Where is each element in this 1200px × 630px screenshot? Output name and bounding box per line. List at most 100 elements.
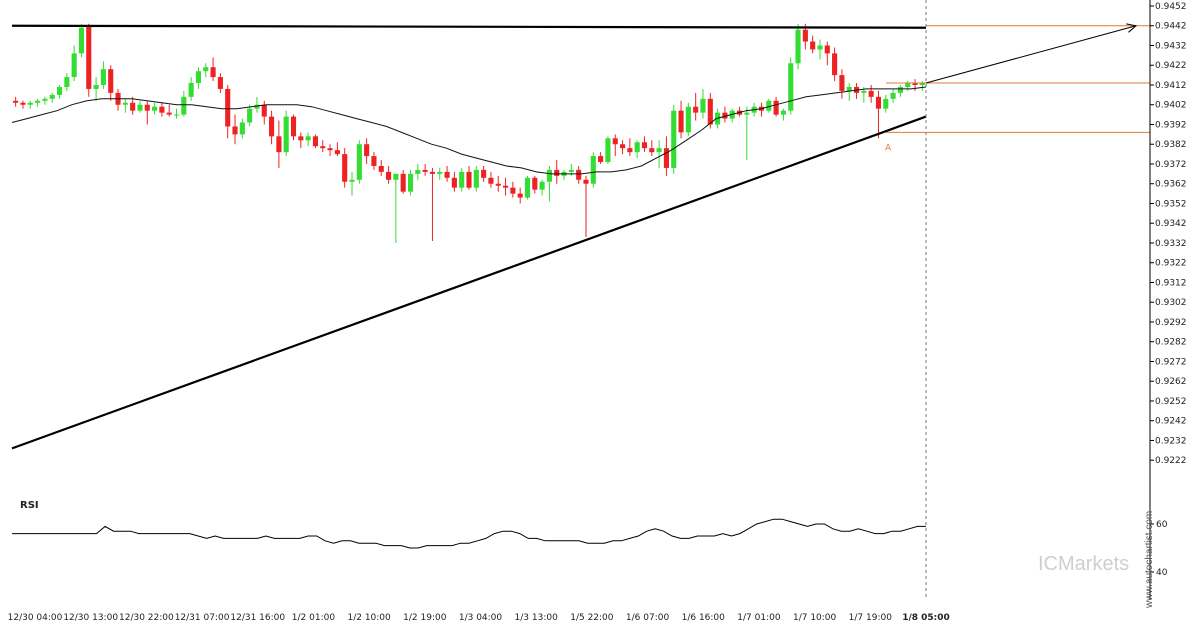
- candle-down: [130, 102, 136, 111]
- price-tick-label: 0.9442: [1155, 22, 1187, 32]
- current-time-label: 1/8 05:00: [902, 613, 950, 623]
- candle-down: [400, 173, 406, 192]
- candle-down: [166, 112, 172, 115]
- candle-down: [225, 88, 231, 127]
- candle-down: [517, 193, 523, 198]
- time-tick-label: 1/2 01:00: [292, 613, 336, 623]
- candle-up: [766, 100, 772, 111]
- time-tick-label: 1/5 22:00: [570, 613, 614, 623]
- price-tick-label: 0.9282: [1155, 338, 1187, 348]
- candle-up: [634, 142, 640, 153]
- candle-down: [802, 29, 808, 42]
- rsi-tick-label: 60: [1156, 520, 1168, 530]
- candle-down: [503, 185, 509, 188]
- candle-down: [839, 75, 845, 91]
- candle-down: [261, 104, 267, 117]
- candle-down: [707, 98, 713, 125]
- candle-up: [93, 84, 99, 89]
- candle-down: [378, 165, 384, 172]
- candle-up: [905, 83, 911, 87]
- candle-up: [407, 173, 414, 192]
- candle-down: [481, 169, 487, 178]
- candle-down: [108, 69, 114, 93]
- candle-up: [35, 100, 41, 103]
- candle-up: [49, 94, 55, 99]
- candle-down: [429, 171, 435, 174]
- candle-up: [283, 116, 289, 153]
- candle-up: [78, 27, 85, 54]
- candle-up: [188, 83, 194, 97]
- candle-up: [239, 122, 245, 135]
- candle-down: [488, 177, 494, 184]
- price-tick-label: 0.9232: [1155, 436, 1187, 446]
- candle-down: [144, 104, 150, 111]
- price-tick-label: 0.9382: [1155, 140, 1187, 150]
- candle-up: [173, 114, 180, 116]
- candle-up: [247, 108, 253, 123]
- candle-up: [415, 169, 421, 174]
- candle-down: [210, 67, 216, 78]
- candle-down: [832, 53, 838, 76]
- candle-up: [100, 69, 106, 85]
- candle-down: [232, 126, 238, 135]
- candle-up: [56, 86, 63, 95]
- price-tick-label: 0.9432: [1155, 41, 1187, 51]
- candle-down: [290, 116, 297, 137]
- candle-down: [649, 148, 655, 153]
- candle-up: [919, 83, 925, 85]
- candle-down: [627, 148, 633, 153]
- price-tick-label: 0.9272: [1155, 357, 1187, 367]
- candle-up: [459, 171, 465, 188]
- price-tick-label: 0.9262: [1155, 377, 1187, 387]
- candle-up: [861, 90, 867, 93]
- projection-arrow: [925, 25, 1137, 84]
- rsi-line: [12, 518, 926, 549]
- candle-up: [883, 98, 889, 109]
- candle-down: [364, 144, 370, 157]
- price-tick-label: 0.9332: [1155, 239, 1187, 249]
- candle-down: [159, 106, 165, 113]
- candle-up: [568, 169, 574, 172]
- candle-down: [13, 100, 19, 103]
- candle-down: [298, 136, 304, 141]
- candle-down: [663, 148, 669, 168]
- candle-up: [590, 156, 596, 184]
- candle-up: [656, 148, 662, 153]
- candle-up: [254, 104, 260, 109]
- time-tick-label: 12/31 16:00: [230, 613, 285, 623]
- candle-up: [356, 144, 362, 180]
- candle-down: [678, 110, 684, 133]
- candle-up: [539, 181, 545, 190]
- candle-down: [217, 77, 223, 89]
- time-tick-label: 12/30 04:00: [8, 613, 63, 623]
- candle-down: [20, 102, 26, 105]
- time-tick-label: 1/6 07:00: [626, 613, 670, 623]
- rsi-tick-label: 40: [1156, 568, 1168, 578]
- price-tick-label: 0.9362: [1155, 180, 1187, 190]
- candle-up: [685, 106, 691, 133]
- candle-down: [371, 156, 377, 166]
- time-tick-label: 12/30 22:00: [119, 613, 174, 623]
- candle-down: [451, 177, 457, 188]
- price-tick-label: 0.9322: [1155, 259, 1187, 269]
- candle-down: [532, 177, 538, 190]
- candle-down: [444, 171, 450, 178]
- price-tick-label: 0.9402: [1155, 101, 1187, 111]
- candle-down: [466, 171, 472, 188]
- time-tick-label: 1/7 10:00: [793, 613, 837, 623]
- price-tick-label: 0.9222: [1155, 456, 1187, 466]
- price-tick-label: 0.9302: [1155, 298, 1187, 308]
- candle-up: [780, 110, 786, 115]
- candle-down: [495, 183, 501, 186]
- candle-down: [334, 150, 340, 155]
- candle-up: [524, 177, 531, 198]
- candle-down: [422, 169, 428, 172]
- price-tick-label: 0.9242: [1155, 417, 1187, 427]
- candle-up: [437, 171, 443, 174]
- price-tick-label: 0.9452: [1155, 2, 1187, 12]
- candle-up: [137, 104, 143, 111]
- candle-up: [305, 136, 311, 141]
- brand-logo: ICMarkets: [1038, 553, 1129, 575]
